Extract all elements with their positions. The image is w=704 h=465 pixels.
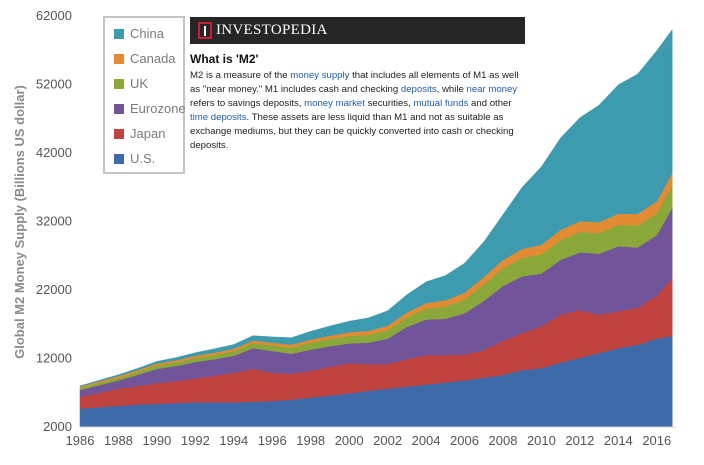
m2-definition-box: INVESTOPEDIA What is 'M2' M2 is a measur…	[190, 17, 525, 153]
definition-text: M2 is a measure of the money supply that…	[190, 69, 525, 153]
y-tick-label: 2000	[43, 419, 72, 434]
definition-text-segment: M2 is a measure of the	[190, 70, 291, 81]
legend-label: U.S.	[130, 151, 156, 166]
definition-link[interactable]: money supply	[290, 70, 350, 81]
x-tick-label: 1998	[296, 433, 325, 448]
legend-swatch	[114, 28, 124, 39]
definition-link[interactable]: time deposits	[190, 112, 247, 123]
y-tick-label: 52000	[36, 77, 72, 92]
legend-swatch	[114, 153, 124, 164]
definition-link[interactable]: near money	[466, 84, 518, 95]
x-tick-label: 2014	[604, 433, 633, 448]
investopedia-banner: INVESTOPEDIA	[190, 17, 525, 44]
y-axis-ticks: 2000 12000 22000 32000 42000 52000 62000	[36, 8, 72, 434]
area-china	[79, 28, 673, 387]
x-tick-label: 2008	[489, 433, 518, 448]
legend-swatch	[114, 103, 124, 114]
legend-swatch	[114, 78, 124, 89]
legend-item-canada: Canada	[114, 46, 183, 71]
legend-swatch	[114, 128, 124, 139]
x-tick-label: 1996	[258, 433, 287, 448]
x-tick-label: 2004	[412, 433, 441, 448]
definition-text-segment: , while	[436, 84, 467, 95]
y-tick-label: 32000	[36, 214, 72, 229]
definition-title: What is 'M2'	[190, 52, 259, 66]
legend-item-china: China	[114, 21, 183, 46]
legend-item-u-s: U.S.	[114, 146, 183, 171]
x-tick-label: 1992	[181, 433, 210, 448]
x-tick-label: 2000	[335, 433, 364, 448]
definition-text-segment: securities,	[364, 98, 414, 109]
x-tick-label: 1990	[142, 433, 171, 448]
legend-label: China	[130, 26, 164, 41]
y-tick-label: 42000	[36, 145, 72, 160]
brand-name: INVESTOPEDIA	[216, 22, 328, 38]
legend-label: UK	[130, 76, 149, 91]
y-tick-label: 62000	[36, 8, 72, 23]
definition-text-segment: that includes all elements of M1 as well…	[190, 70, 519, 95]
investopedia-logo-icon	[198, 22, 212, 39]
x-tick-label: 2006	[450, 433, 479, 448]
x-tick-label: 1994	[219, 433, 248, 448]
legend-label: Eurozone	[130, 101, 186, 116]
definition-text-segment: . These assets are less liquid than M1 a…	[190, 112, 514, 151]
legend-swatch	[114, 53, 124, 64]
x-tick-label: 2010	[527, 433, 556, 448]
legend-label: Canada	[130, 51, 176, 66]
x-axis-ticks: 1986 1988 1990 1992 1994 1996 1998 2000 2002 2004…	[66, 433, 672, 448]
x-tick-label: 2012	[565, 433, 594, 448]
chart-legend: China Canada UK Eurozone Japan U.S.	[103, 16, 186, 174]
x-tick-label: 1988	[104, 433, 133, 448]
legend-item-uk: UK	[114, 71, 183, 96]
legend-item-eurozone: Eurozone	[114, 96, 186, 121]
definition-link[interactable]: deposits	[400, 84, 437, 95]
legend-item-japan: Japan	[114, 121, 183, 146]
y-tick-label: 22000	[36, 282, 72, 297]
definition-link[interactable]: mutual funds	[413, 98, 469, 109]
definition-text-segment: and other	[468, 98, 512, 109]
x-tick-label: 2016	[642, 433, 671, 448]
legend-label: Japan	[130, 126, 166, 141]
x-tick-label: 1986	[66, 433, 95, 448]
definition-text-segment: refers to savings deposits,	[190, 98, 305, 109]
y-axis-label: Global M2 Money Supply (Billions US doll…	[12, 85, 27, 359]
stacked-area-layers	[79, 28, 673, 428]
definition-link[interactable]: money market	[304, 98, 365, 109]
x-tick-label: 2002	[373, 433, 402, 448]
y-tick-label: 12000	[36, 351, 72, 366]
